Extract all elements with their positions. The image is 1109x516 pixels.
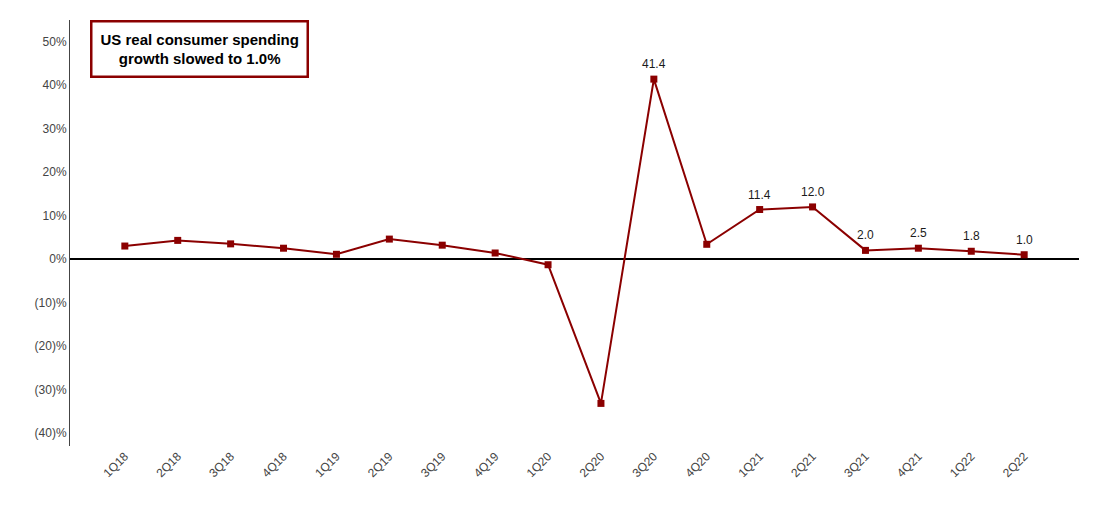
svg-text:3Q20: 3Q20 [630, 449, 661, 480]
svg-text:20%: 20% [43, 165, 67, 179]
svg-text:1Q21: 1Q21 [735, 449, 766, 480]
svg-text:3Q18: 3Q18 [206, 449, 237, 480]
svg-text:2Q19: 2Q19 [365, 449, 396, 480]
svg-text:3Q21: 3Q21 [841, 449, 872, 480]
svg-text:0%: 0% [49, 252, 67, 266]
svg-text:US real consumer spendinggrowt: US real consumer spendinggrowth slowed t… [101, 31, 299, 68]
svg-text:10%: 10% [43, 209, 67, 223]
svg-text:1Q22: 1Q22 [947, 449, 978, 480]
svg-text:12.0: 12.0 [801, 185, 825, 199]
svg-text:(20)%: (20)% [35, 339, 67, 353]
svg-text:2Q22: 2Q22 [1000, 449, 1031, 480]
svg-text:2Q18: 2Q18 [153, 449, 184, 480]
svg-text:3Q19: 3Q19 [418, 449, 449, 480]
svg-text:50%: 50% [43, 35, 67, 49]
svg-text:2Q20: 2Q20 [577, 449, 608, 480]
svg-text:4Q21: 4Q21 [894, 449, 925, 480]
svg-text:(30)%: (30)% [35, 383, 67, 397]
svg-text:4Q18: 4Q18 [259, 449, 290, 480]
svg-text:2Q21: 2Q21 [788, 449, 819, 480]
svg-text:4Q20: 4Q20 [682, 449, 713, 480]
svg-text:2.5: 2.5 [910, 226, 927, 240]
svg-text:40%: 40% [43, 78, 67, 92]
svg-text:1Q19: 1Q19 [312, 449, 343, 480]
svg-text:30%: 30% [43, 122, 67, 136]
svg-text:1.8: 1.8 [963, 229, 980, 243]
svg-text:2.0: 2.0 [857, 228, 874, 242]
svg-text:(10)%: (10)% [35, 296, 67, 310]
svg-text:(40)%: (40)% [35, 426, 67, 440]
svg-text:1Q20: 1Q20 [524, 449, 555, 480]
svg-text:4Q19: 4Q19 [471, 449, 502, 480]
svg-text:1.0: 1.0 [1016, 233, 1033, 247]
svg-text:41.4: 41.4 [642, 57, 666, 71]
svg-text:11.4: 11.4 [748, 188, 771, 202]
svg-text:1Q18: 1Q18 [101, 449, 132, 480]
